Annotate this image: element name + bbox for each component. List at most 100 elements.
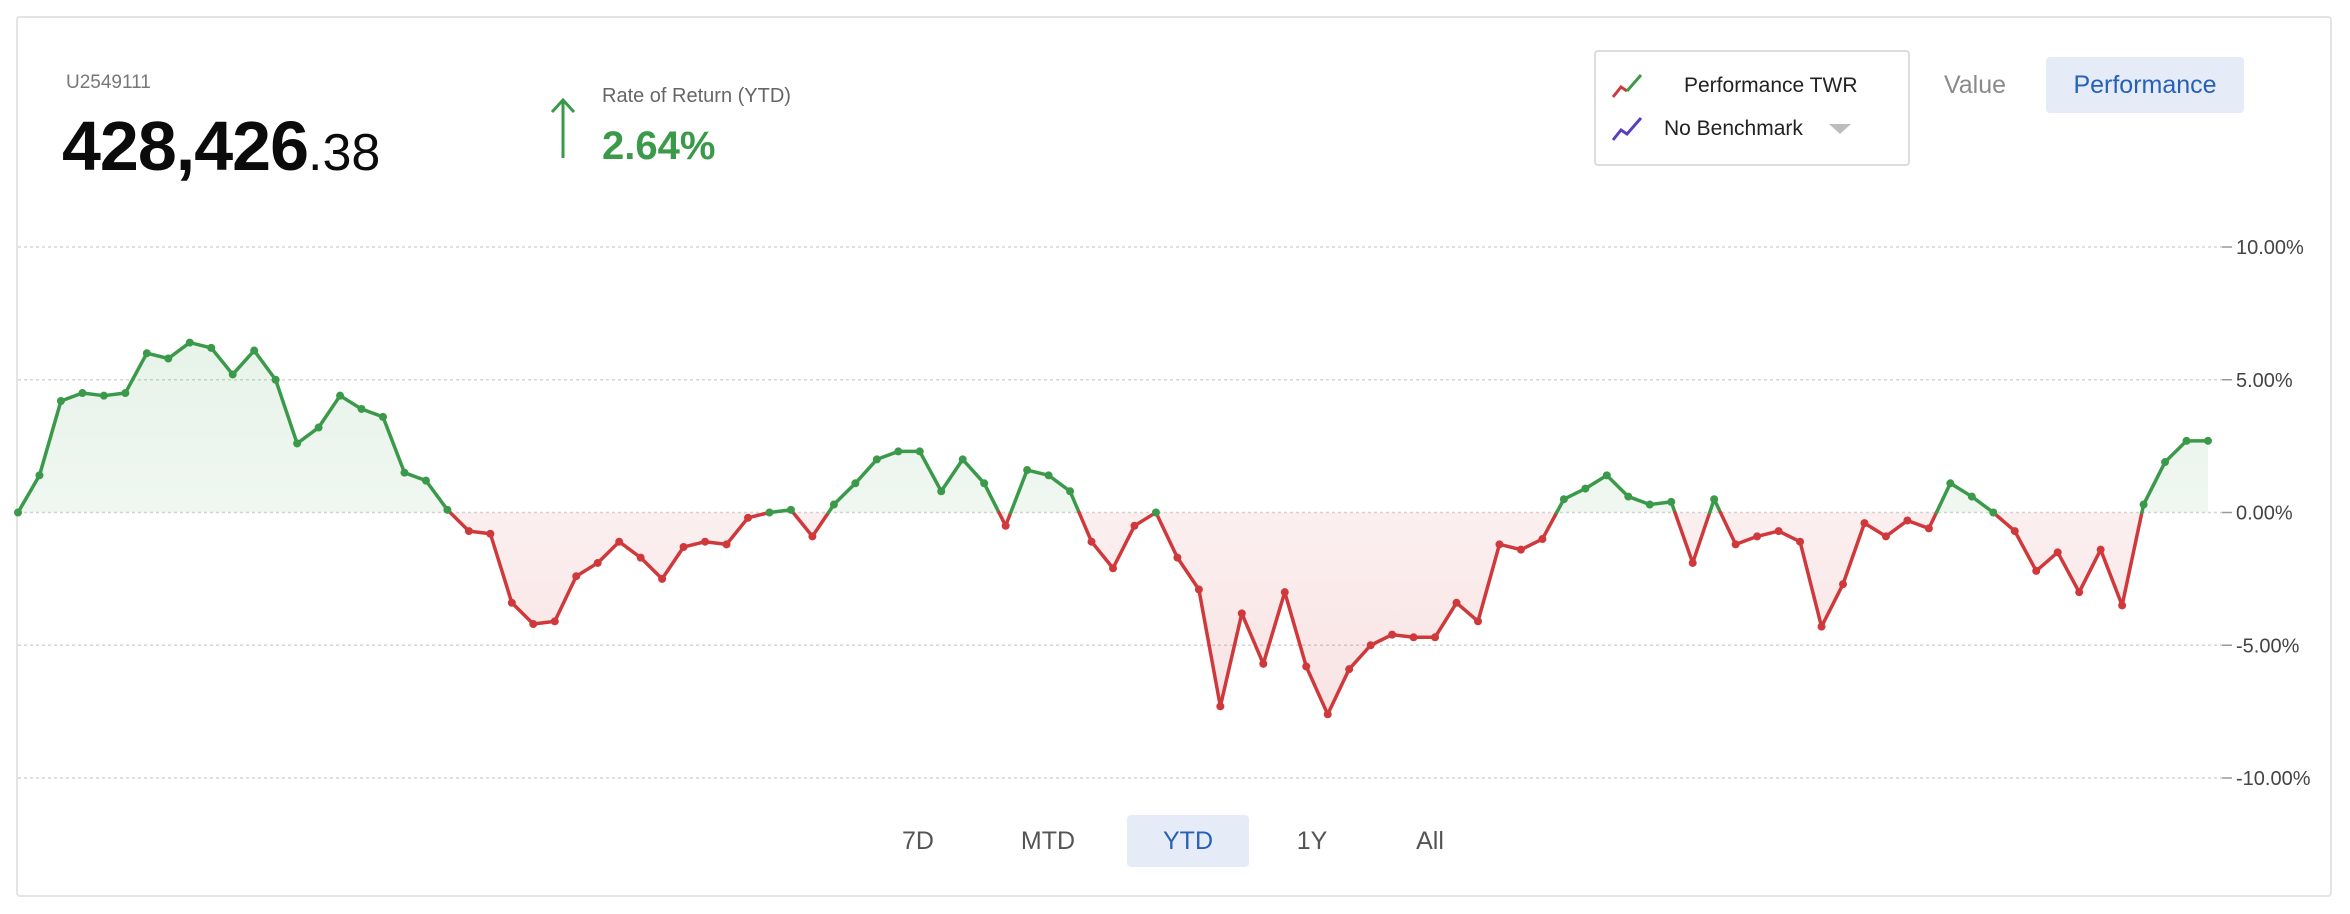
data-point	[572, 572, 581, 581]
series-line-segment	[1347, 643, 1373, 671]
series-line-segment	[230, 348, 256, 377]
legend-item-performance: Performance TWR	[1596, 66, 1912, 106]
series-line-segment	[2034, 550, 2060, 573]
series-line-segment	[2120, 510, 2144, 608]
performance-toggle-button[interactable]: Performance	[2046, 57, 2244, 113]
series-line-segment	[37, 399, 63, 478]
data-point	[99, 391, 108, 400]
series-line-segment	[2077, 547, 2103, 594]
data-point	[1710, 495, 1719, 504]
series-line-segment	[1798, 539, 1824, 629]
range-button-1y[interactable]: 1Y	[1296, 827, 1328, 855]
data-point	[1688, 558, 1697, 567]
data-point	[464, 527, 473, 536]
data-point	[1946, 479, 1955, 488]
series-line-segment	[2163, 439, 2189, 464]
series-line-segment	[638, 555, 664, 581]
y-tick-label: 5.00%	[2236, 370, 2293, 392]
data-point	[1516, 545, 1525, 554]
range-button-all[interactable]: All	[1416, 827, 1444, 855]
area-negative	[18, 512, 2208, 715]
data-point	[2118, 601, 2127, 610]
data-point	[78, 389, 87, 398]
data-point	[1924, 524, 1933, 533]
series-line-segment	[1540, 510, 1559, 541]
data-point	[2096, 545, 2105, 554]
performance-card	[16, 16, 2332, 897]
series-line-segment	[595, 539, 621, 565]
data-point	[980, 479, 989, 488]
data-point	[1409, 633, 1418, 642]
series-line-segment	[252, 348, 278, 382]
data-point	[2204, 436, 2212, 445]
series-line-segment	[1819, 582, 1845, 629]
rate-of-return-value: 2.64%	[602, 124, 716, 168]
data-point	[314, 423, 323, 432]
data-point	[1194, 585, 1203, 594]
series-line-segment	[660, 545, 686, 581]
data-point	[1967, 492, 1976, 501]
data-point	[2032, 566, 2041, 575]
data-point	[765, 508, 774, 517]
data-point	[872, 455, 881, 464]
account-value-main: 428,426	[62, 107, 309, 185]
series-line-segment	[2141, 460, 2167, 507]
series-line-segment	[724, 516, 750, 547]
data-point	[207, 343, 216, 352]
data-point	[1237, 609, 1246, 618]
benchmark-selector[interactable]: No Benchmark	[1596, 109, 1912, 149]
y-tick-label: 10.00%	[2236, 237, 2304, 259]
caret-down-icon[interactable]	[1828, 122, 1852, 136]
data-point	[894, 447, 903, 456]
account-value: 428,426.38	[62, 106, 380, 193]
series-line-segment	[273, 378, 299, 446]
data-point	[1366, 641, 1375, 650]
data-point	[1602, 471, 1611, 480]
data-point	[121, 389, 130, 398]
data-point	[937, 487, 946, 496]
data-point	[1216, 702, 1225, 711]
data-point	[958, 455, 967, 464]
series-line-segment	[2055, 550, 2081, 594]
series-line-segment	[16, 473, 42, 515]
series-line-segment	[1884, 518, 1910, 539]
range-button-7d[interactable]: 7D	[902, 827, 934, 855]
series-line-segment	[810, 510, 831, 539]
data-point	[1345, 665, 1354, 674]
series-line-segment	[1132, 510, 1158, 528]
data-point	[2053, 548, 2062, 557]
data-point	[701, 537, 710, 546]
series-line-segment	[488, 531, 514, 605]
series-line-segment	[295, 425, 321, 446]
data-point	[2075, 588, 2084, 597]
data-point	[1109, 564, 1117, 573]
series-line-segment	[1454, 601, 1480, 624]
data-point	[1066, 487, 1075, 496]
data-point	[1667, 497, 1676, 506]
data-point	[1280, 588, 1289, 597]
series-line-segment	[510, 601, 536, 626]
data-point	[529, 620, 538, 629]
account-value-cents: .38	[308, 124, 381, 182]
series-line-segment	[2098, 547, 2124, 608]
data-point	[1452, 598, 1461, 607]
data-point	[1903, 516, 1912, 525]
arrow-up-icon	[550, 97, 576, 158]
range-button-ytd[interactable]: YTD	[1127, 815, 1249, 867]
data-point	[185, 338, 194, 347]
series-line-segment	[209, 346, 235, 377]
value-toggle-button[interactable]: Value	[1943, 71, 2007, 99]
data-point	[379, 412, 387, 421]
series-line-segment	[1240, 611, 1266, 666]
data-point	[1774, 527, 1783, 536]
data-point	[829, 500, 838, 509]
series-line-segment	[1673, 510, 1695, 565]
series-line-segment	[1862, 521, 1888, 539]
range-button-mtd[interactable]: MTD	[1020, 827, 1076, 855]
data-point	[336, 391, 345, 400]
purple-line-icon	[1611, 117, 1643, 141]
data-point	[808, 532, 817, 541]
series-line-segment	[381, 415, 407, 475]
data-point	[1624, 492, 1633, 501]
series-line-segment	[617, 539, 643, 560]
